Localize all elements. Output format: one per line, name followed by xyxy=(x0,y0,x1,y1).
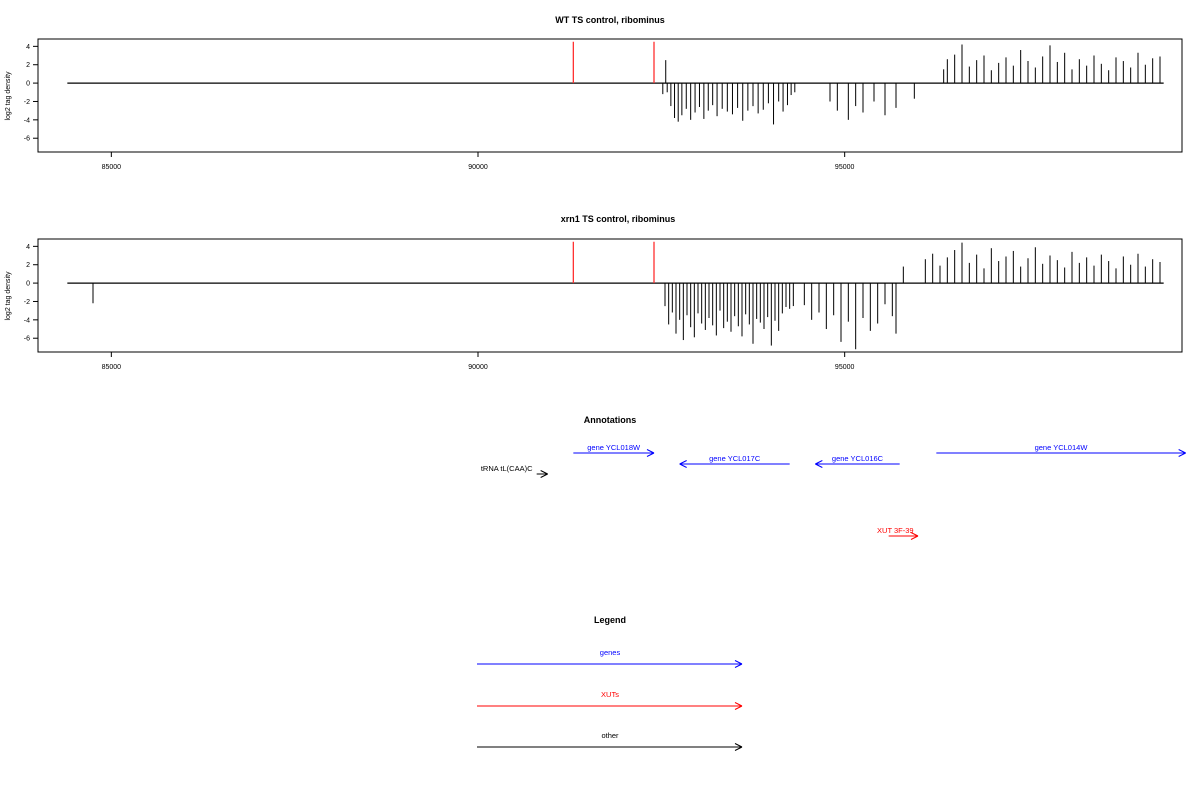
legend-title: Legend xyxy=(594,615,626,625)
annotation-label-xut: XUT 3F-39 xyxy=(877,526,914,535)
wt-track-plot-frame xyxy=(37,38,1183,153)
annotations-title: Annotations xyxy=(584,415,637,425)
annotation-label-gene: gene YCL017C xyxy=(709,454,761,463)
wt-track-xtick-label: 95000 xyxy=(835,164,855,171)
wt-track-y-axis: 4 2 0 -2 -4 -6 xyxy=(24,44,38,143)
xrn1-track-xtick-label: 85000 xyxy=(102,364,122,371)
annotation-label-gene: gene YCL018W xyxy=(587,443,641,452)
wt-track-ytick-label: -4 xyxy=(24,117,30,124)
annotation-features: gene YCL018W gene YCL017C gene YCL016C gene… xyxy=(481,443,1186,540)
wt-track-ytick-label: 2 xyxy=(26,62,30,69)
legend-arrow-xut xyxy=(477,702,743,710)
annotation-label-gene: gene YCL014W xyxy=(1035,443,1089,452)
wt-track-xtick-label: 90000 xyxy=(468,164,488,171)
xrn1-track-title: xrn1 TS control, ribominus xyxy=(561,214,676,224)
xrn1-track-ytick-label: 2 xyxy=(26,262,30,269)
annotation-arrow-gene xyxy=(815,460,900,468)
wt-track-ytick-label: 0 xyxy=(26,81,30,88)
xrn1-track-ylabel: log2 tag density xyxy=(5,271,12,321)
xrn1-track-y-axis: 4 2 0 -2 -4 -6 xyxy=(24,244,38,343)
xrn1-track-bars xyxy=(67,241,1164,350)
annotation-arrow-gene xyxy=(936,449,1186,457)
legend-arrow-gene xyxy=(477,660,743,668)
xrn1-track-x-axis: 85000 90000 95000 xyxy=(102,352,855,371)
annotation-arrow-gene xyxy=(573,449,655,457)
wt-track-ytick-label: 4 xyxy=(26,44,30,51)
xrn1-track-xtick-label: 95000 xyxy=(835,364,855,371)
wt-track-panel: WT TS control, ribominus log2 tag densit… xyxy=(5,15,1183,171)
annotation-label-other: tRNA tL(CAA)C xyxy=(481,464,533,473)
xrn1-track-ytick-label: 0 xyxy=(26,281,30,288)
xrn1-track-ytick-label: -4 xyxy=(24,317,30,324)
xrn1-track-panel: xrn1 TS control, ribominus log2 tag dens… xyxy=(5,214,1183,371)
annotation-label-gene: gene YCL016C xyxy=(832,454,884,463)
legend-arrow-other xyxy=(477,743,743,751)
legend-label-gene: genes xyxy=(600,648,621,657)
wt-track-title: WT TS control, ribominus xyxy=(555,15,665,25)
wt-track-x-axis: 85000 90000 95000 xyxy=(102,152,855,171)
xrn1-track-ytick-label: 4 xyxy=(26,244,30,251)
xrn1-track-ytick-label: -6 xyxy=(24,336,30,343)
legend-panel: Legend genes XUTs other xyxy=(477,615,743,751)
legend-label-xut: XUTs xyxy=(601,690,619,699)
xrn1-track-ytick-label: -2 xyxy=(24,299,30,306)
wt-track-ytick-label: -2 xyxy=(24,99,30,106)
xrn1-track-plot-frame xyxy=(37,238,1183,353)
annotation-arrow-gene xyxy=(679,460,790,468)
wt-track-xtick-label: 85000 xyxy=(102,164,122,171)
legend-items: genes XUTs other xyxy=(477,648,743,751)
xrn1-track-xtick-label: 90000 xyxy=(468,364,488,371)
wt-track-ylabel: log2 tag density xyxy=(5,71,12,121)
annotation-arrow-xut xyxy=(888,532,919,540)
wt-track-bars xyxy=(67,41,1164,125)
annotation-arrow-other xyxy=(536,470,548,478)
wt-track-ytick-label: -6 xyxy=(24,136,30,143)
legend-label-other: other xyxy=(601,731,619,740)
